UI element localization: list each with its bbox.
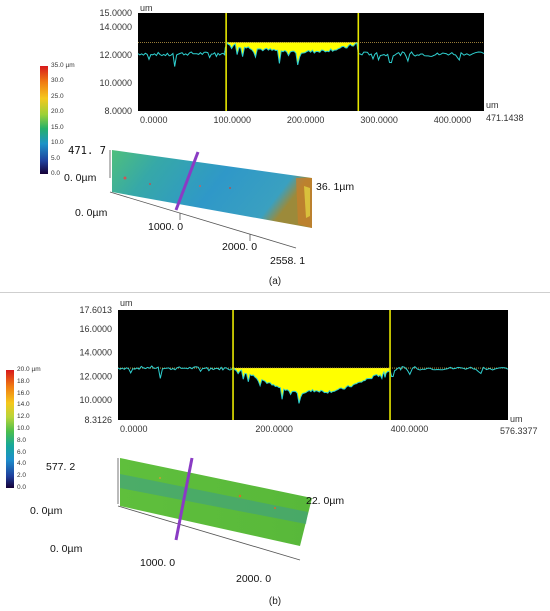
colorbar-tick-label: 10.0: [51, 139, 64, 147]
x-tick-label: 0.0000: [120, 424, 148, 434]
colorbar-tick-label: 14.0: [17, 401, 30, 409]
colorbar-tick-label: 16.0: [17, 389, 30, 397]
surface3d-b: 577. 2 0. 0µm 22. 0µm 0. 0µm 1000. 0 200…: [30, 457, 344, 585]
x-tick-1000: 1000. 0: [148, 221, 183, 233]
z-min-label: 0. 0µm: [30, 505, 63, 517]
y-unit-label: um: [140, 3, 153, 13]
colorbar-tick-label: 20.0 µm: [17, 366, 41, 373]
x-max-label: 471.1438: [486, 113, 524, 123]
caption-a: (a): [268, 276, 282, 287]
colorbar-tick-label: 18.0: [17, 377, 30, 385]
x-unit-label: um: [486, 100, 499, 110]
x-unit-label: um: [510, 414, 523, 424]
surface-a: [112, 150, 312, 228]
x-max-label: 576.3377: [500, 426, 538, 436]
y-tick-label: 16.0000: [79, 324, 112, 334]
plot-area: [118, 310, 508, 420]
colorbar-a: [40, 66, 48, 174]
profile-chart-b: um um 576.3377 17.6013 16.0000 14.0000 12.0…: [79, 298, 538, 436]
y-tick-label: 15.0000: [99, 8, 132, 18]
wear-track-b: [120, 474, 308, 524]
plot-area: [138, 13, 484, 111]
colorbar-tick-label: 8.0: [17, 436, 27, 444]
y-tick-label: 17.6013: [79, 305, 112, 315]
y-tick-label: 8.0000: [104, 106, 132, 116]
colorbar-b-ticks: 20.0 µm 18.0 16.0 14.0 12.0 10.0 8.0 6.0 4.0 2.0 0…: [17, 366, 57, 494]
profile-fill-area: [233, 367, 391, 404]
caption-b: (b): [268, 596, 282, 607]
x-axis-line: [117, 505, 301, 561]
y-unit-label: um: [120, 298, 133, 308]
z-max-label: 36. 1µm: [316, 181, 354, 193]
z-min-label: 0. 0µm: [64, 172, 97, 184]
x-tick-label: 200.0000: [255, 424, 293, 434]
x-tick-1000: 1000. 0: [140, 557, 175, 569]
y-extent-label: 471. 7: [68, 145, 106, 157]
colorbar-tick-label: 10.0: [17, 425, 30, 432]
profile-fill-area: [226, 41, 359, 65]
y-tick-label: 12.0000: [99, 50, 132, 60]
y-extent-label: 577. 2: [46, 461, 75, 473]
x-tick-label: 400.0000: [434, 115, 472, 125]
x-tick-2000: 2000. 0: [236, 573, 271, 585]
section-line-a: [174, 151, 200, 211]
z-max-label: 22. 0µm: [306, 495, 344, 507]
colorbar-tick-label: 5.0: [51, 154, 61, 162]
y-tick-label: 10.0000: [99, 78, 132, 88]
y-tick-label: 12.0000: [79, 371, 112, 381]
colorbar-tick-label: 0.0: [51, 170, 61, 177]
section-line-b: [174, 457, 194, 541]
colorbar-b: [6, 370, 14, 488]
x-end-label: 2558. 1: [270, 255, 305, 267]
x-tick-label: 300.0000: [360, 115, 398, 125]
profile-line: [117, 365, 509, 404]
colorbar-tick-label: 2.0: [17, 472, 27, 480]
colorbar-tick-label: 25.0: [51, 92, 64, 100]
colorbar-tick-label: 15.0: [51, 123, 64, 131]
x-origin-label: 0. 0µm: [75, 207, 108, 219]
colorbar-tick-label: 30.0: [51, 77, 64, 85]
x-axis-line: [109, 191, 297, 249]
colorbar-tick-label: 6.0: [17, 448, 27, 456]
x-tick-2000: 2000. 0: [222, 241, 257, 253]
profile-chart-a: um um 471.1438 15.0000 14.0000 12.0000 10.0…: [99, 3, 524, 125]
x-origin-label: 0. 0µm: [50, 543, 83, 555]
y-tick-label: 10.0000: [79, 395, 112, 405]
colorbar-tick-label: 0.0: [17, 484, 27, 491]
x-tick-label: 0.0000: [140, 115, 168, 125]
colorbar-tick-label: 12.0: [17, 413, 30, 421]
y-tick-label: 14.0000: [99, 22, 132, 32]
x-tick-label: 200.0000: [287, 115, 325, 125]
y-tick-label: 8.3126: [84, 415, 112, 425]
colorbar-tick-label: 20.0: [51, 108, 64, 116]
x-tick-label: 400.0000: [391, 424, 429, 434]
surface3d-a: 471. 7 0. 0µm 36. 1µm 0. 0µm 1000. 0 200…: [64, 145, 354, 267]
colorbar-tick-label: 4.0: [17, 460, 27, 468]
colorbar-tick-label: 35.0 µm: [51, 62, 75, 69]
profile-line: [137, 39, 485, 67]
x-tick-label: 100.0000: [213, 115, 251, 125]
colorbar-a-ticks: 35.0 µm 30.0 25.0 20.0 15.0 10.0 5.0 0.0: [51, 62, 91, 182]
y-tick-label: 14.0000: [79, 348, 112, 358]
divider: [0, 292, 550, 293]
